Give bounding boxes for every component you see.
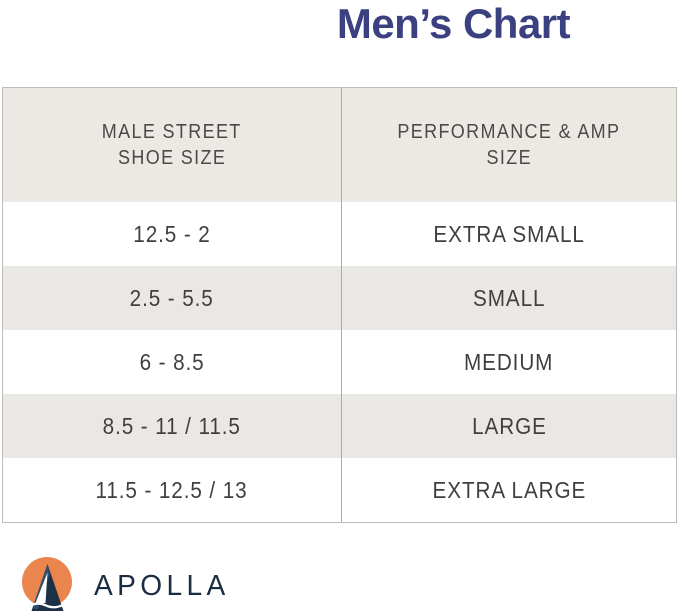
table-row: 11.5 - 12.5 / 13 EXTRA LARGE [3, 458, 676, 522]
cell-shoe-size: 12.5 - 2 [3, 202, 341, 266]
cell-shoe-size: 8.5 - 11 / 11.5 [3, 394, 341, 458]
cell-shoe-size: 2.5 - 5.5 [3, 266, 341, 330]
header-line-1: PERFORMANCE & AMP [397, 121, 621, 143]
amp-size-value: MEDIUM [464, 348, 554, 375]
shoe-size-value: 2.5 - 5.5 [129, 284, 215, 311]
header-line-2: SIZE [486, 147, 532, 169]
shoe-size-value: 12.5 - 2 [133, 220, 211, 247]
brand-footer: APOLLA [21, 557, 234, 615]
table-row: 12.5 - 2 EXTRA SMALL [3, 202, 676, 266]
amp-size-value: EXTRA LARGE [432, 476, 586, 503]
cell-shoe-size: 6 - 8.5 [3, 330, 341, 394]
cell-amp-size: MEDIUM [341, 330, 676, 394]
amp-size-value: SMALL [472, 284, 546, 311]
header-line-1: MALE STREET [102, 121, 242, 143]
header-cell-amp-size: PERFORMANCE & AMP SIZE [341, 88, 676, 202]
table-row: 6 - 8.5 MEDIUM [3, 330, 676, 394]
brand-wordmark: APOLLA [94, 569, 230, 602]
shoe-size-value: 6 - 8.5 [139, 348, 205, 375]
shoe-size-value: 8.5 - 11 / 11.5 [102, 412, 242, 439]
page-title: Men’s Chart [336, 0, 571, 47]
apolla-logo-icon [22, 557, 72, 611]
amp-size-value: EXTRA SMALL [433, 220, 585, 247]
cell-amp-size: EXTRA SMALL [341, 202, 676, 266]
cell-amp-size: EXTRA LARGE [341, 458, 676, 522]
table-row: 2.5 - 5.5 SMALL [3, 266, 676, 330]
table-header-row: MALE STREET SHOE SIZE PERFORMANCE & AMP … [3, 88, 676, 202]
header-line-2: SHOE SIZE [117, 147, 227, 169]
cell-shoe-size: 11.5 - 12.5 / 13 [3, 458, 341, 522]
cell-amp-size: SMALL [341, 266, 676, 330]
table-row: 8.5 - 11 / 11.5 LARGE [3, 394, 676, 458]
size-chart-table: MALE STREET SHOE SIZE PERFORMANCE & AMP … [2, 87, 677, 523]
amp-size-value: LARGE [471, 412, 547, 439]
shoe-size-value: 11.5 - 12.5 / 13 [95, 476, 249, 503]
cell-amp-size: LARGE [341, 394, 676, 458]
header-cell-shoe-size: MALE STREET SHOE SIZE [3, 88, 341, 202]
